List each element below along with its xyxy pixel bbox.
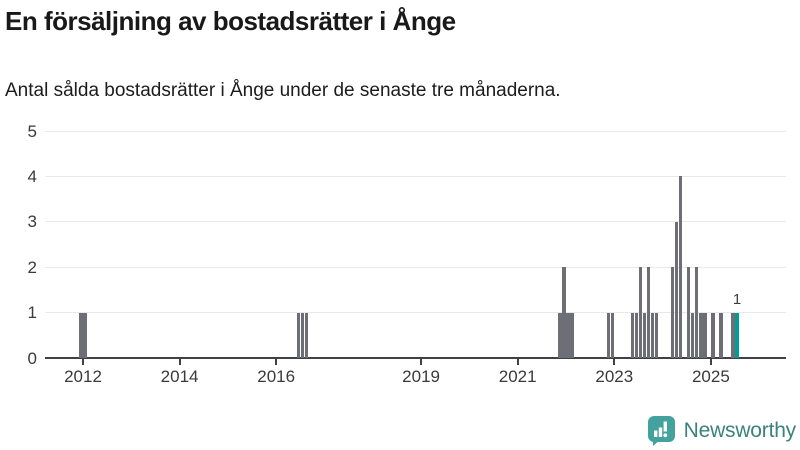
- bar: [670, 267, 675, 358]
- x-tick: [82, 359, 84, 365]
- gridline: [45, 175, 786, 177]
- x-tick: [516, 359, 519, 365]
- bar: [566, 312, 570, 358]
- bar: [570, 312, 574, 358]
- bar: [731, 312, 735, 358]
- x-axis-line: [45, 357, 786, 359]
- bar: [630, 312, 635, 358]
- bar: [650, 312, 655, 358]
- bar: [711, 312, 715, 358]
- bar: [687, 267, 691, 358]
- brand-name: Newsworthy: [683, 418, 797, 442]
- bar: [695, 267, 699, 358]
- gridline: [45, 130, 786, 132]
- bar: [304, 312, 309, 358]
- bar: [674, 221, 679, 358]
- bar: [606, 312, 610, 358]
- bar: [634, 312, 639, 358]
- y-axis-label: 2: [27, 257, 37, 277]
- x-tick: [613, 359, 616, 365]
- bar: [699, 312, 703, 358]
- x-tick-label: 2023: [595, 367, 634, 386]
- brand-footer: Newsworthy: [647, 415, 796, 446]
- bar: [558, 312, 562, 358]
- bar-value-label: 1: [732, 290, 742, 308]
- y-axis-label: 1: [27, 303, 37, 323]
- x-tick: [178, 359, 181, 365]
- bar: [691, 312, 695, 358]
- bar: [562, 267, 566, 358]
- y-axis-label: 5: [27, 121, 37, 141]
- bar: [679, 176, 683, 358]
- bar: [646, 267, 651, 358]
- gridline: [45, 221, 786, 223]
- bar: [654, 312, 659, 358]
- bar: [79, 312, 83, 358]
- bar: [642, 312, 647, 358]
- x-tick-label: 2014: [160, 367, 199, 386]
- x-tick-label: 2019: [402, 367, 440, 386]
- x-tick-label: 2021: [498, 367, 537, 386]
- bar: [300, 312, 305, 358]
- bar: [296, 312, 301, 358]
- gridline: [45, 312, 786, 314]
- newsworthy-logo-icon: [647, 416, 675, 446]
- y-axis-label: 4: [27, 166, 37, 186]
- bar: [638, 267, 643, 358]
- highlight-bar: [735, 312, 739, 358]
- y-axis-label: 0: [27, 348, 37, 368]
- x-tick-label: 2012: [64, 367, 102, 386]
- x-tick: [275, 359, 278, 365]
- y-axis-label: 3: [27, 212, 37, 232]
- bar: [610, 312, 614, 358]
- x-tick-label: 2025: [691, 367, 730, 386]
- chart-subtitle: Antal sålda bostadsrätter i Ånge under d…: [5, 80, 561, 101]
- x-tick: [709, 359, 712, 365]
- x-tick-label: 2016: [257, 367, 296, 386]
- gridline: [45, 266, 786, 268]
- chart-title: En försäljning av bostadsrätter i Ånge: [5, 6, 456, 36]
- bar: [83, 312, 87, 358]
- bar: [719, 312, 723, 358]
- x-tick: [420, 359, 423, 365]
- bar: [703, 312, 707, 358]
